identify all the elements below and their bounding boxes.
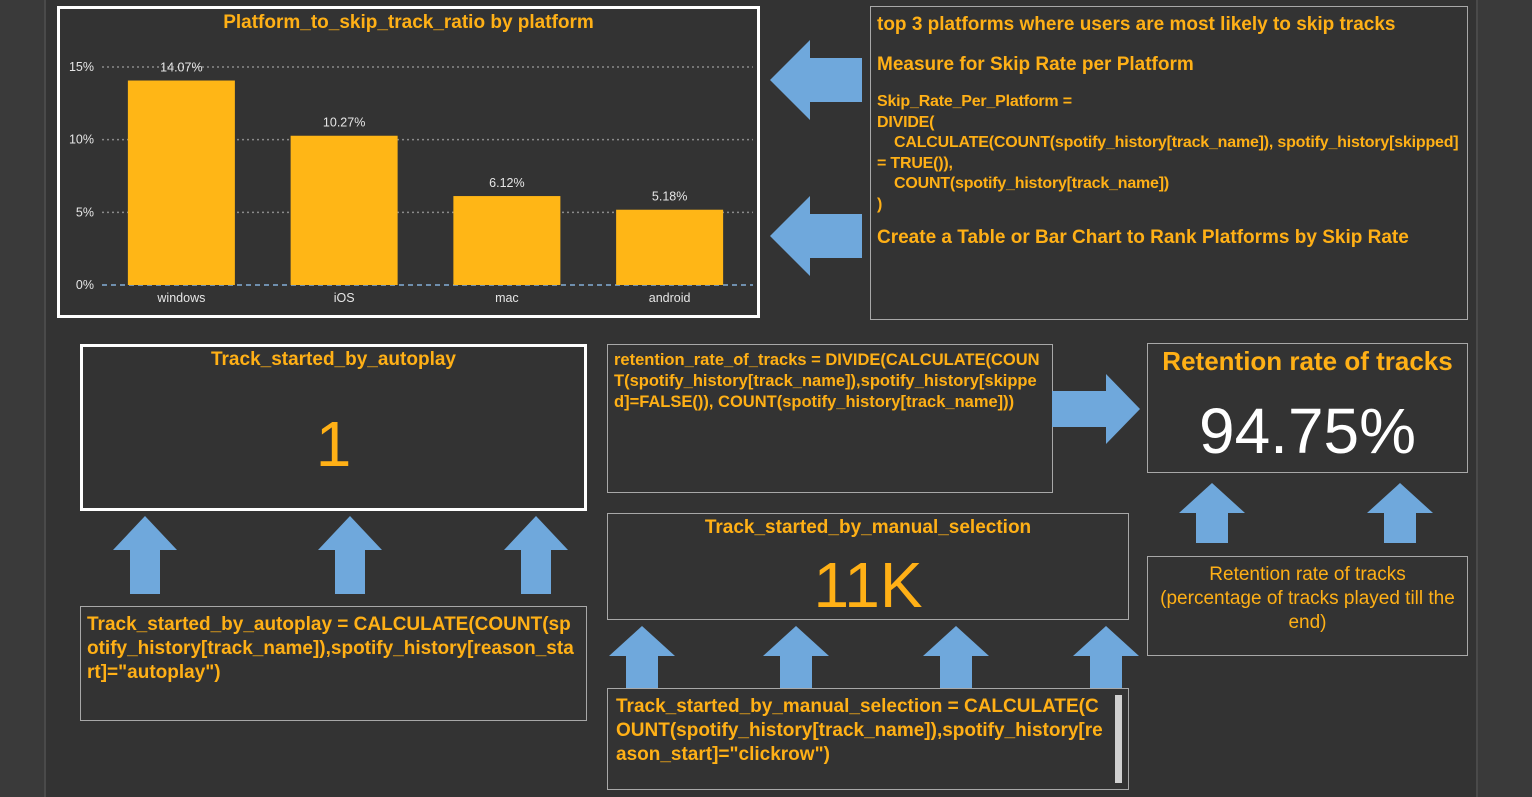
retention-dax-code: retention_rate_of_tracks = DIVIDE(CALCUL… bbox=[614, 351, 1040, 411]
x-tick-label: iOS bbox=[334, 291, 355, 305]
chart-title: Platform_to_skip_track_ratio by platform bbox=[223, 12, 594, 33]
retention-formula-box: retention_rate_of_tracks = DIVIDE(CALCUL… bbox=[607, 344, 1053, 493]
x-tick-label: android bbox=[649, 291, 691, 305]
x-tick-label: windows bbox=[156, 291, 205, 305]
skip-rate-note: top 3 platforms where users are most lik… bbox=[870, 6, 1468, 320]
retention-card-title: Retention rate of tracks bbox=[1162, 346, 1453, 376]
y-tick-label: 0% bbox=[76, 278, 94, 292]
arrow-up-icon bbox=[609, 626, 675, 688]
manual-selection-card[interactable]: Track_started_by_manual_selection 11K bbox=[607, 513, 1129, 621]
bar-ios[interactable] bbox=[290, 135, 398, 285]
arrow-left-icon bbox=[770, 196, 862, 276]
note-heading: top 3 platforms where users are most lik… bbox=[877, 14, 1396, 35]
bar-chart-plot: 0% 5% 10% 15% 14.07% windows 10.27% iOS 6.12% mac… bbox=[69, 60, 753, 305]
retention-card[interactable]: Retention rate of tracks 94.75% bbox=[1147, 343, 1468, 473]
arrow-up-icon bbox=[113, 516, 177, 594]
manual-card-title: Track_started_by_manual_selection bbox=[704, 517, 1032, 538]
y-tick-label: 10% bbox=[69, 133, 94, 147]
arrow-right-icon bbox=[1052, 374, 1140, 444]
autoplay-card[interactable]: Track_started_by_autoplay 1 bbox=[80, 344, 587, 511]
x-tick-label: mac bbox=[495, 291, 519, 305]
bar-android[interactable] bbox=[616, 209, 724, 285]
autoplay-card-value: 1 bbox=[315, 408, 352, 480]
formula-scrollbar[interactable] bbox=[1115, 695, 1122, 783]
manual-dax-code: Track_started_by_manual_selection = CALC… bbox=[616, 696, 1103, 765]
data-label: 10.27% bbox=[323, 116, 365, 130]
autoplay-card-title: Track_started_by_autoplay bbox=[210, 349, 456, 370]
arrow-up-icon bbox=[1073, 626, 1139, 688]
skip-rate-dax-code: Skip_Rate_Per_Platform = DIVIDE( CALCULA… bbox=[877, 93, 1459, 213]
note-footer: Create a Table or Bar Chart to Rank Plat… bbox=[877, 227, 1409, 248]
note-measure-heading: Measure for Skip Rate per Platform bbox=[877, 54, 1194, 75]
bar-windows[interactable] bbox=[127, 80, 235, 286]
skip-ratio-chart[interactable]: Platform_to_skip_track_ratio by platform… bbox=[57, 6, 760, 318]
autoplay-formula-box: Track_started_by_autoplay = CALCULATE(CO… bbox=[80, 606, 587, 721]
autoplay-dax-code: Track_started_by_autoplay = CALCULATE(CO… bbox=[87, 614, 574, 683]
manual-card-value: 11K bbox=[813, 549, 923, 621]
arrow-up-icon bbox=[763, 626, 829, 688]
arrow-up-icon bbox=[318, 516, 382, 594]
arrow-up-icon bbox=[1179, 483, 1245, 543]
bar-mac[interactable] bbox=[453, 196, 561, 285]
y-tick-label: 15% bbox=[69, 60, 94, 74]
arrow-up-icon bbox=[1367, 483, 1433, 543]
retention-card-value: 94.75% bbox=[1198, 395, 1417, 467]
arrow-up-icon bbox=[504, 516, 568, 594]
arrow-left-icon bbox=[770, 40, 862, 120]
data-label: 6.12% bbox=[489, 176, 524, 190]
manual-formula-box[interactable]: Track_started_by_manual_selection = CALC… bbox=[607, 688, 1129, 790]
data-label: 14.07% bbox=[160, 61, 202, 75]
y-tick-label: 5% bbox=[76, 205, 94, 219]
report-canvas bbox=[44, 0, 1478, 797]
arrow-up-icon bbox=[923, 626, 989, 688]
data-label: 5.18% bbox=[652, 190, 687, 204]
retention-note-text: Retention rate of tracks (percentage of … bbox=[1160, 564, 1455, 633]
retention-note-box: Retention rate of tracks (percentage of … bbox=[1147, 556, 1468, 656]
